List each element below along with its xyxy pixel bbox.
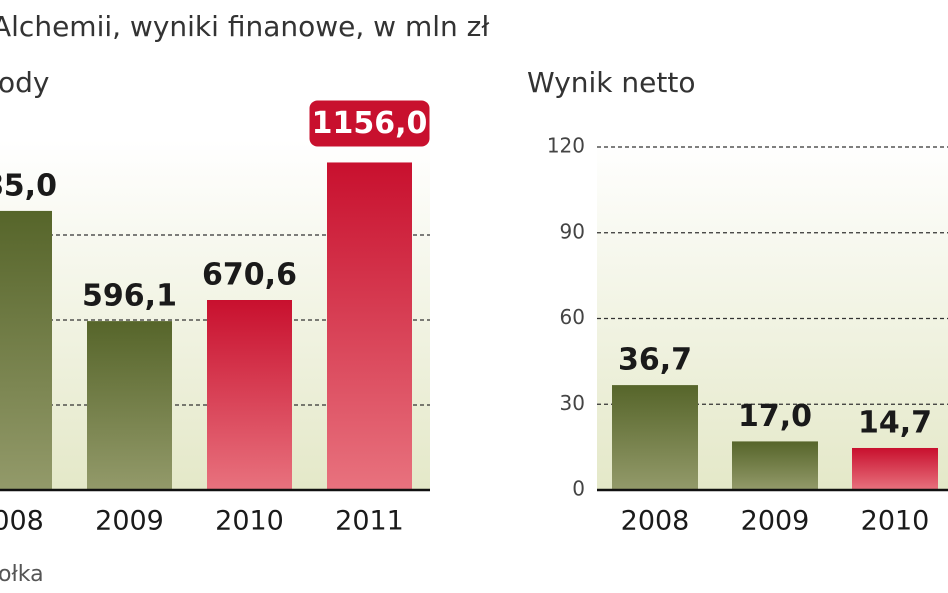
page-title: Alchemii, wyniki finanowe, w mln zł — [0, 10, 489, 43]
source: ołka — [0, 562, 44, 587]
x-tick-label: 2011 — [335, 506, 404, 537]
y-tick-label: 90 — [560, 219, 585, 243]
bar — [207, 299, 292, 490]
x-tick-label: 2009 — [741, 506, 810, 537]
x-tick-label: 2010 — [215, 506, 284, 537]
chart-title: Wynik netto — [527, 66, 695, 99]
value-label: 14,7 — [858, 405, 932, 440]
value-label: 670,6 — [202, 257, 297, 292]
y-tick-label: 30 — [560, 391, 585, 415]
bar — [852, 447, 938, 490]
bar — [327, 162, 412, 490]
y-tick-label: 0 — [572, 477, 585, 501]
value-label: 17,0 — [738, 399, 812, 434]
bar — [612, 385, 698, 490]
y-tick-label: 60 — [560, 305, 585, 329]
x-tick-label: 2010 — [861, 506, 930, 537]
value-label: 596,1 — [82, 279, 177, 314]
bar — [0, 210, 52, 490]
value-label: 36,7 — [618, 343, 692, 378]
bar — [732, 441, 818, 490]
bar — [87, 321, 172, 490]
value-label: 985,0 — [0, 168, 57, 203]
label-box — [309, 100, 430, 147]
x-tick-label: 2008 — [621, 506, 690, 537]
chart-title: ody — [0, 66, 49, 99]
x-tick-label: 2009 — [95, 506, 164, 537]
x-tick-label: 2008 — [0, 506, 44, 537]
value-label: 1156,0 — [312, 106, 428, 141]
y-tick-label: 120 — [547, 134, 585, 158]
